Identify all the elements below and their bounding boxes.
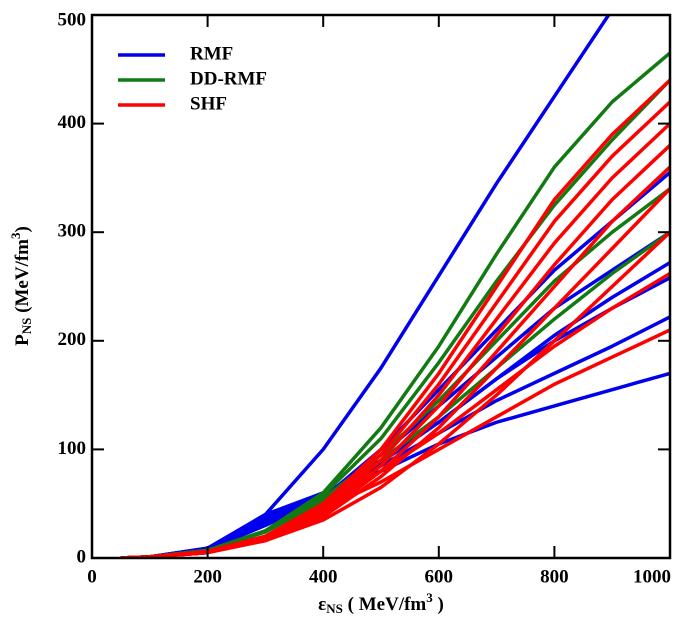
y-tick-label: 100: [58, 438, 87, 459]
series-line: [120, 78, 670, 558]
y-label-rest: (MeV/fm: [12, 239, 33, 318]
y-tick-label: 400: [58, 112, 87, 133]
plot-lines: [120, 15, 670, 558]
x-tick-label: 200: [193, 566, 222, 587]
plot-frame: [90, 13, 672, 560]
series-line: [120, 230, 670, 558]
legend-label: SHF: [190, 93, 227, 114]
series-line: [120, 100, 670, 558]
y-tick-label: 0: [77, 546, 87, 567]
y-label-sub: NS: [19, 318, 34, 335]
y-tick-label: 500: [58, 9, 87, 30]
y-label-sup: 3: [8, 232, 23, 239]
y-tick-label: 200: [58, 329, 87, 350]
legend-label: RMF: [190, 43, 233, 64]
x-tick-label: 1000: [633, 566, 671, 587]
x-tick-label: 800: [540, 566, 569, 587]
x-label-sub: NS: [326, 601, 343, 616]
x-tick-label: 0: [87, 566, 97, 587]
series-line: [120, 122, 670, 558]
y-tick-label: 300: [58, 221, 87, 242]
x-label-main: ε: [318, 594, 326, 615]
y-axis-label: PNS (MeV/fm3): [8, 226, 34, 346]
x-label-end: ): [433, 594, 444, 615]
y-label-end: ): [12, 226, 33, 232]
x-tick-label: 600: [425, 566, 454, 587]
x-tick-label: 400: [309, 566, 338, 587]
legend-label: DD-RMF: [190, 68, 267, 89]
y-label-main: P: [12, 334, 33, 346]
x-label-sup: 3: [426, 590, 433, 605]
x-axis-label: εNS ( MeV/fm3 ): [318, 590, 444, 616]
series-line: [120, 171, 670, 558]
x-label-rest: ( MeV/fm: [343, 594, 427, 615]
series-line: [120, 271, 670, 558]
series-line: [120, 51, 670, 558]
series-line: [120, 78, 670, 558]
